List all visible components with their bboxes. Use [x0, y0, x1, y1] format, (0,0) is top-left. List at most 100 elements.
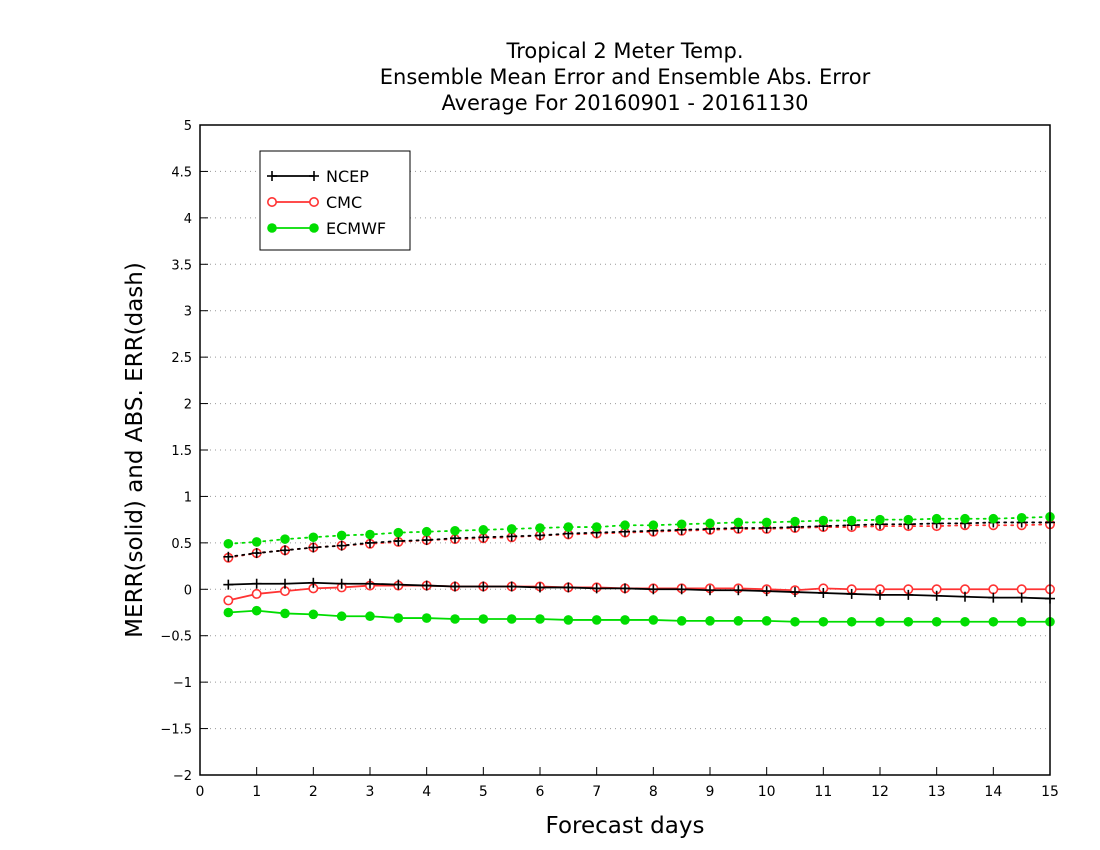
ncep-mean-error-point: [846, 588, 857, 599]
ecmwf-abs-error-point: [846, 515, 857, 526]
ecmwf-abs-error-point: [506, 524, 517, 534]
ncep-mean-error-point: [280, 578, 290, 589]
legend-label: ECMWF: [326, 219, 386, 238]
legend-label: NCEP: [326, 167, 369, 186]
legend-item-cmc: CMC: [266, 193, 362, 212]
legend-marker: [309, 171, 319, 181]
ecmwf-mean-error-point: [1016, 616, 1027, 627]
ecmwf-mean-error-point: [988, 616, 999, 627]
ncep-abs-error-point: [365, 537, 375, 548]
ncep-mean-error-point: [676, 584, 687, 595]
ncep-mean-error-point: [535, 582, 545, 593]
cmc-abs-error-line: [227, 523, 1051, 559]
ncep-mean-error-point: [818, 588, 829, 598]
x-tick-label: 11: [814, 784, 832, 800]
ncep-mean-error-point: [251, 578, 262, 589]
ecmwf-abs-error-point: [223, 538, 234, 549]
ecmwf-abs-error-point: [960, 513, 970, 524]
y-axis-ticks: −2 −1.5 −1 −0.5 0 0.5 1 1.5 2 2.5 3 3.5 4 4.5 5: [160, 119, 208, 784]
ncep-mean-error-point: [1016, 592, 1027, 603]
ecmwf-mean-error-point: [280, 608, 290, 619]
ncep-mean-error-line: [228, 581, 1051, 600]
legend-marker: [267, 171, 277, 181]
y-tick-label: 2: [184, 398, 192, 413]
legend-marker: [266, 197, 277, 208]
ecmwf-abs-error-point: [563, 522, 574, 532]
ncep-mean-error-point: [336, 578, 347, 589]
legend: NCEP CMC ECMWF: [259, 150, 411, 251]
cmc-mean-error-point: [988, 584, 999, 595]
legend-marker: [267, 223, 277, 233]
x-tick-label: 2: [309, 784, 318, 800]
x-tick-label: 1: [252, 784, 261, 800]
legend-items: NCEP CMC ECMWF: [266, 167, 386, 238]
ecmwf-mean-error-point: [535, 614, 545, 624]
ecmwf-mean-error-point: [563, 615, 574, 625]
y-tick-label: 0: [184, 583, 192, 598]
ecmwf-abs-error-point: [421, 526, 432, 537]
x-tick-label: 0: [196, 784, 205, 800]
x-tick-label: 6: [536, 784, 545, 800]
cmc-mean-error-point: [1016, 584, 1027, 595]
ncep-abs-error-point: [393, 536, 404, 546]
y-axis-label: MERR(solid) and ABS. ERR(dash): [122, 262, 148, 638]
ecmwf-abs-error-point: [790, 516, 800, 527]
x-tick-label: 12: [871, 784, 889, 800]
ecmwf-abs-error-point: [676, 519, 687, 530]
ecmwf-mean-error-point: [336, 611, 347, 622]
ncep-mean-error-point: [421, 580, 432, 591]
ecmwf-abs-error-point: [931, 513, 942, 524]
ecmwf-mean-error-point: [421, 613, 432, 623]
ecmwf-abs-error-point: [620, 520, 630, 531]
ecmwf-mean-error-point: [846, 616, 857, 627]
ecmwf-abs-error-point: [733, 517, 744, 528]
x-tick-label: 13: [928, 784, 946, 800]
ecmwf-abs-error-point: [903, 514, 914, 525]
y-tick-label: 5: [184, 119, 192, 134]
ecmwf-abs-error-point: [1016, 512, 1027, 523]
ecmwf-mean-error-point: [875, 616, 885, 627]
ecmwf-mean-error-point: [818, 616, 829, 627]
y-tick-label: 4.5: [171, 165, 192, 180]
legend-item-ecmwf: ECMWF: [267, 219, 386, 238]
ecmwf-abs-error-point: [280, 534, 290, 544]
cmc-mean-error-line: [228, 584, 1050, 602]
ecmwf-abs-error-line: [227, 515, 1051, 545]
ecmwf-mean-error-point: [223, 607, 234, 618]
x-tick-label: 3: [366, 784, 375, 800]
legend-label: CMC: [326, 193, 362, 212]
ncep-mean-error-point: [988, 592, 999, 603]
ncep-abs-error-point: [308, 542, 319, 553]
ecmwf-abs-error-point: [450, 525, 460, 536]
ecmwf-mean-error-point: [648, 615, 659, 625]
x-tick-label: 15: [1041, 784, 1059, 800]
x-tick-label: 5: [479, 784, 488, 800]
ecmwf-mean-error-line: [228, 609, 1050, 623]
ncep-mean-error-point: [506, 581, 517, 592]
x-tick-label: 10: [758, 784, 776, 800]
ncep-mean-error-point: [365, 578, 375, 589]
ncep-mean-error-point: [931, 590, 942, 601]
chart-title: Tropical 2 Meter Temp. Ensemble Mean Err…: [380, 39, 871, 115]
y-tick-label: −1: [173, 676, 192, 691]
ecmwf-mean-error-point: [365, 611, 375, 622]
ecmwf-abs-error-point: [705, 518, 715, 529]
grid-lines: [200, 170, 1050, 730]
ecmwf-mean-error-point: [761, 616, 772, 626]
series-ecmwf: [223, 512, 1055, 627]
title-line-3: Average For 20160901 - 20161130: [441, 91, 808, 115]
ncep-mean-error-point: [620, 583, 630, 594]
ecmwf-abs-error-point: [535, 523, 545, 533]
series-cmc: [223, 519, 1056, 606]
ecmwf-mean-error-point: [450, 614, 460, 624]
ncep-mean-error-point: [450, 581, 460, 592]
y-tick-label: 0.5: [171, 537, 192, 552]
ncep-mean-error-point: [790, 587, 800, 598]
ncep-abs-error-point: [280, 545, 290, 556]
ecmwf-abs-error-point: [365, 529, 375, 540]
ecmwf-abs-error-point: [478, 525, 489, 535]
ecmwf-mean-error-point: [903, 616, 914, 627]
ecmwf-abs-error-point: [336, 530, 347, 541]
ncep-mean-error-point: [478, 581, 489, 592]
ncep-mean-error-point: [903, 589, 914, 600]
